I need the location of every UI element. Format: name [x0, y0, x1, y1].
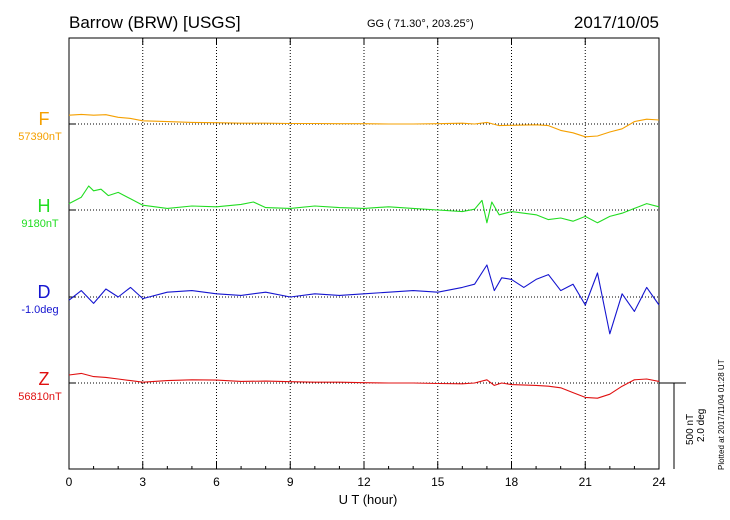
- x-tick-label-8: 24: [652, 475, 666, 489]
- x-tick-label-6: 18: [505, 475, 519, 489]
- series-line-f: [68, 113, 660, 138]
- series-baseline-label-z: 56810nT: [18, 391, 62, 403]
- x-tick-label-2: 6: [213, 475, 220, 489]
- series-labels: F 57390nT H 9180nT D -1.0deg Z 56810nT: [18, 109, 62, 403]
- scale-bar: 500 nT 2.0 deg: [659, 382, 707, 469]
- x-tick-label-4: 12: [357, 475, 371, 489]
- series-name-d: D: [38, 282, 51, 302]
- time-grid: [142, 38, 586, 469]
- series-name-z: Z: [39, 369, 50, 389]
- x-axis-label: U T (hour): [339, 492, 398, 507]
- series-lines: [68, 113, 660, 399]
- series-baseline-label-d: -1.0deg: [21, 304, 58, 316]
- x-tick-label-5: 15: [431, 475, 445, 489]
- series-name-h: H: [38, 196, 51, 216]
- series-line-d: [68, 264, 660, 335]
- plotted-note: Plotted at 2017/11/04 01:28 UT: [717, 359, 726, 470]
- x-tick-label-1: 3: [139, 475, 146, 489]
- series-name-f: F: [39, 109, 50, 129]
- x-tick-label-7: 21: [579, 475, 593, 489]
- series-baseline-label-h: 9180nT: [21, 218, 59, 230]
- series-line-h: [68, 185, 660, 224]
- series-baseline-label-f: 57390nT: [18, 131, 62, 143]
- scale-deg-label: 2.0 deg: [696, 409, 707, 442]
- station-title: Barrow (BRW) [USGS]: [69, 13, 241, 32]
- x-axis-ticks: 0 3 6 9 12 15 18 21 24: [66, 38, 666, 489]
- x-tick-label-3: 9: [287, 475, 294, 489]
- series-line-z: [68, 372, 660, 399]
- x-tick-label-0: 0: [66, 475, 73, 489]
- date-label: 2017/10/05: [574, 13, 659, 32]
- coords-label: GG ( 71.30°, 203.25°): [367, 18, 474, 30]
- scale-nt-label: 500 nT: [685, 414, 696, 445]
